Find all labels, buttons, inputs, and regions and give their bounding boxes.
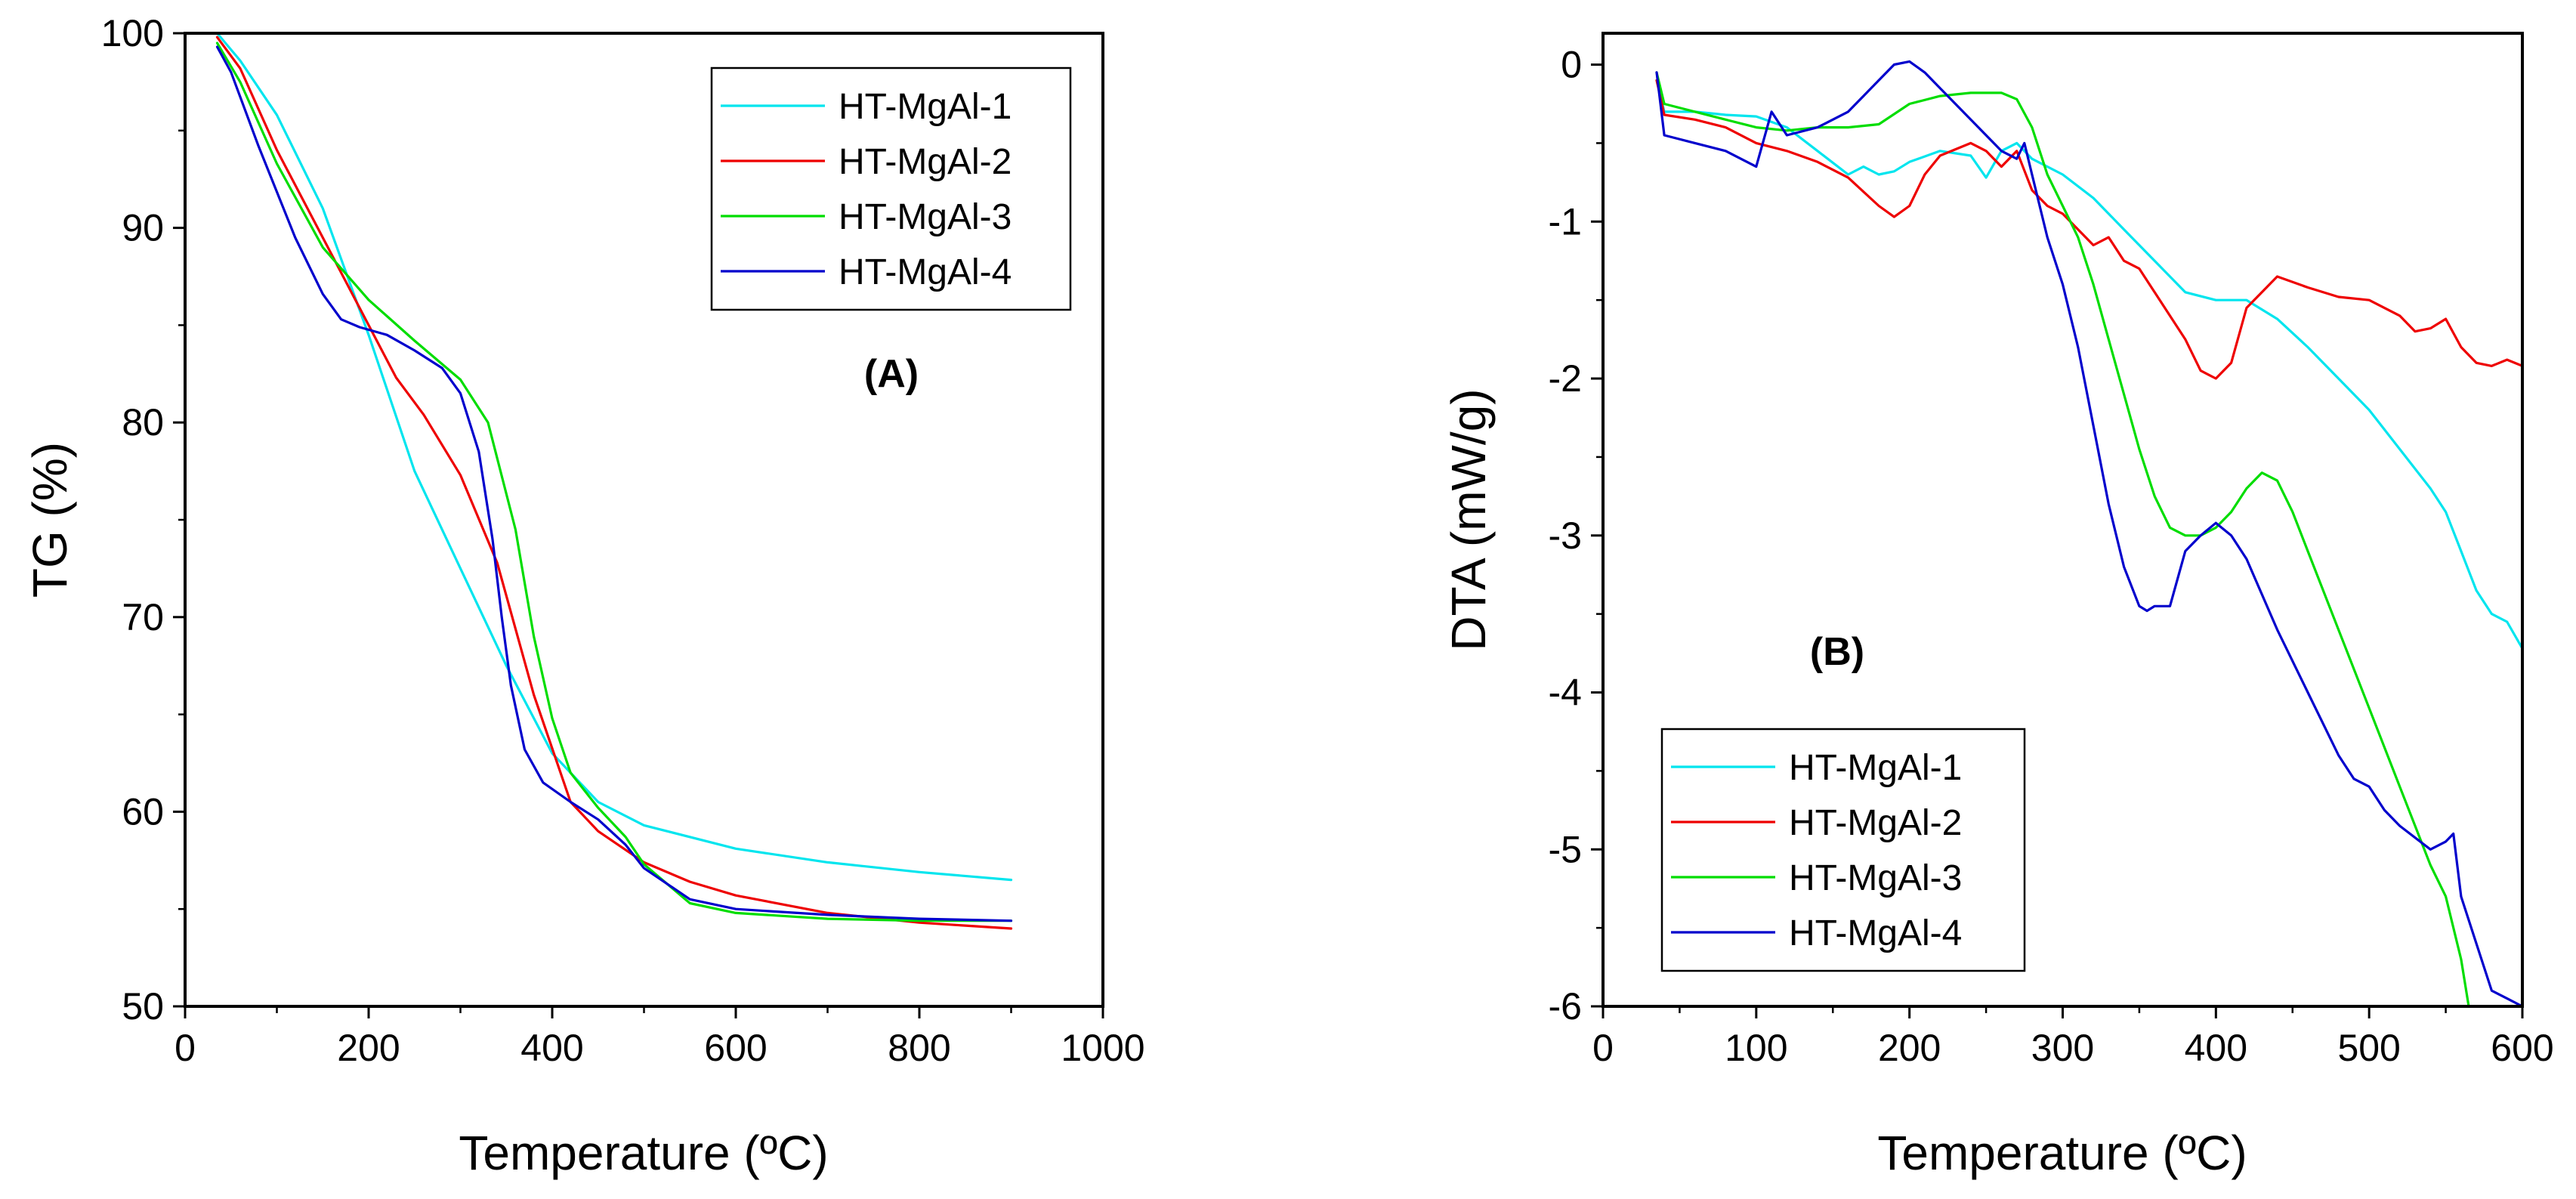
panel-a-legend-label-4: HT-MgAl-4 bbox=[839, 252, 1012, 292]
panel-b-y-tick-label: -1 bbox=[1549, 200, 1582, 243]
panel-b-y-axis-ticks: 0 -1 -2 -3 -4 -5 -6 bbox=[1549, 44, 1603, 1027]
panel-a-legend-label-2: HT-MgAl-2 bbox=[839, 142, 1012, 182]
panel-b-y-tick-label: -3 bbox=[1549, 515, 1582, 557]
panel-a-y-tick-label: 60 bbox=[122, 790, 164, 833]
panel-b-x-tick-label: 600 bbox=[2491, 1027, 2553, 1069]
panel-b-legend-box bbox=[1660, 728, 2026, 972]
panel-a-annotation: (A) bbox=[864, 352, 919, 396]
panel-b-dta-chart: 0 100 200 300 400 500 600 0 -1 -2 -3 -4 -5 -6 Temper… bbox=[1441, 32, 2554, 1180]
panel-b-series-line-1 bbox=[1655, 79, 2522, 650]
panel-a-y-tick-label: 80 bbox=[122, 401, 164, 443]
panel-a-legend-label-1: HT-MgAl-1 bbox=[839, 87, 1012, 127]
panel-a-x-tick-label: 1000 bbox=[1061, 1027, 1144, 1069]
panel-b-series-line-2 bbox=[1655, 79, 2522, 380]
panel-b-plot-area bbox=[1655, 60, 2522, 1006]
panel-a-y-tick-label: 70 bbox=[122, 596, 164, 638]
panel-a-x-tick-label: 600 bbox=[704, 1027, 767, 1069]
panel-b-y-tick-label: -4 bbox=[1549, 672, 1582, 714]
panel-b-y-tick-label: -5 bbox=[1549, 828, 1582, 870]
panel-b-legend-label-3: HT-MgAl-3 bbox=[1789, 858, 1962, 898]
panel-b-x-tick-label: 200 bbox=[1878, 1027, 1941, 1069]
panel-a-series-line-4 bbox=[215, 45, 1013, 922]
panel-a-tg-chart: 0 200 400 600 800 1000 50 60 70 80 90 100 Temperat… bbox=[23, 12, 1145, 1180]
panel-b-legend: HT-MgAl-1 HT-MgAl-2 HT-MgAl-3 HT-MgAl-4 bbox=[1660, 728, 2026, 972]
panel-b-legend-label-2: HT-MgAl-2 bbox=[1789, 803, 1962, 843]
panel-a-y-axis-title: TG (%) bbox=[23, 442, 77, 598]
panel-a-x-tick-label: 800 bbox=[888, 1027, 950, 1069]
panel-a-legend-label-3: HT-MgAl-3 bbox=[839, 197, 1012, 237]
panel-a-x-tick-label: 400 bbox=[520, 1027, 583, 1069]
panel-b-series-line-3 bbox=[1655, 71, 2470, 1006]
panel-a-y-tick-label: 100 bbox=[101, 12, 164, 54]
panel-a-x-tick-label: 0 bbox=[175, 1027, 196, 1069]
panel-a-plot-area bbox=[215, 33, 1013, 930]
panel-a-x-axis-ticks: 0 200 400 600 800 1000 bbox=[175, 1006, 1145, 1069]
panel-b-y-tick-label: -6 bbox=[1549, 985, 1582, 1027]
panel-b-legend-label-4: HT-MgAl-4 bbox=[1789, 913, 1962, 953]
panel-a-x-axis-title: Temperature (ºC) bbox=[459, 1126, 828, 1180]
panel-a-y-axis-ticks: 50 60 70 80 90 100 bbox=[101, 12, 185, 1027]
panel-b-x-tick-label: 300 bbox=[2031, 1027, 2094, 1069]
panel-b-x-tick-label: 0 bbox=[1592, 1027, 1614, 1069]
panel-b-frame bbox=[1602, 32, 2524, 1008]
panel-b-x-tick-label: 100 bbox=[1725, 1027, 1787, 1069]
panel-b-y-tick-label: 0 bbox=[1561, 44, 1582, 86]
panel-a-x-tick-label: 200 bbox=[337, 1027, 400, 1069]
panel-a-y-tick-label: 50 bbox=[122, 985, 164, 1027]
panel-b-x-tick-label: 400 bbox=[2185, 1027, 2247, 1069]
panel-b-legend-label-1: HT-MgAl-1 bbox=[1789, 748, 1962, 788]
panel-b-annotation: (B) bbox=[1810, 630, 1864, 674]
panel-a-series-line-2 bbox=[215, 36, 1013, 930]
panel-b-y-axis-title: DTA (mW/g) bbox=[1441, 388, 1496, 650]
panel-b-x-axis-ticks: 0 100 200 300 400 500 600 bbox=[1592, 1006, 2554, 1069]
panel-b-x-axis-title: Temperature (ºC) bbox=[1877, 1126, 2247, 1180]
panel-a-legend-box bbox=[710, 66, 1072, 311]
panel-a-series-line-1 bbox=[215, 33, 1013, 882]
panel-a-frame bbox=[184, 32, 1104, 1008]
panel-a-series-line-3 bbox=[215, 42, 1013, 922]
panel-a-legend: HT-MgAl-1 HT-MgAl-2 HT-MgAl-3 HT-MgAl-4 bbox=[710, 66, 1072, 311]
panel-b-y-tick-label: -2 bbox=[1549, 357, 1582, 400]
panel-a-y-tick-label: 90 bbox=[122, 207, 164, 249]
panel-b-x-tick-label: 500 bbox=[2337, 1027, 2400, 1069]
panel-b-series-line-4 bbox=[1655, 60, 2522, 1006]
